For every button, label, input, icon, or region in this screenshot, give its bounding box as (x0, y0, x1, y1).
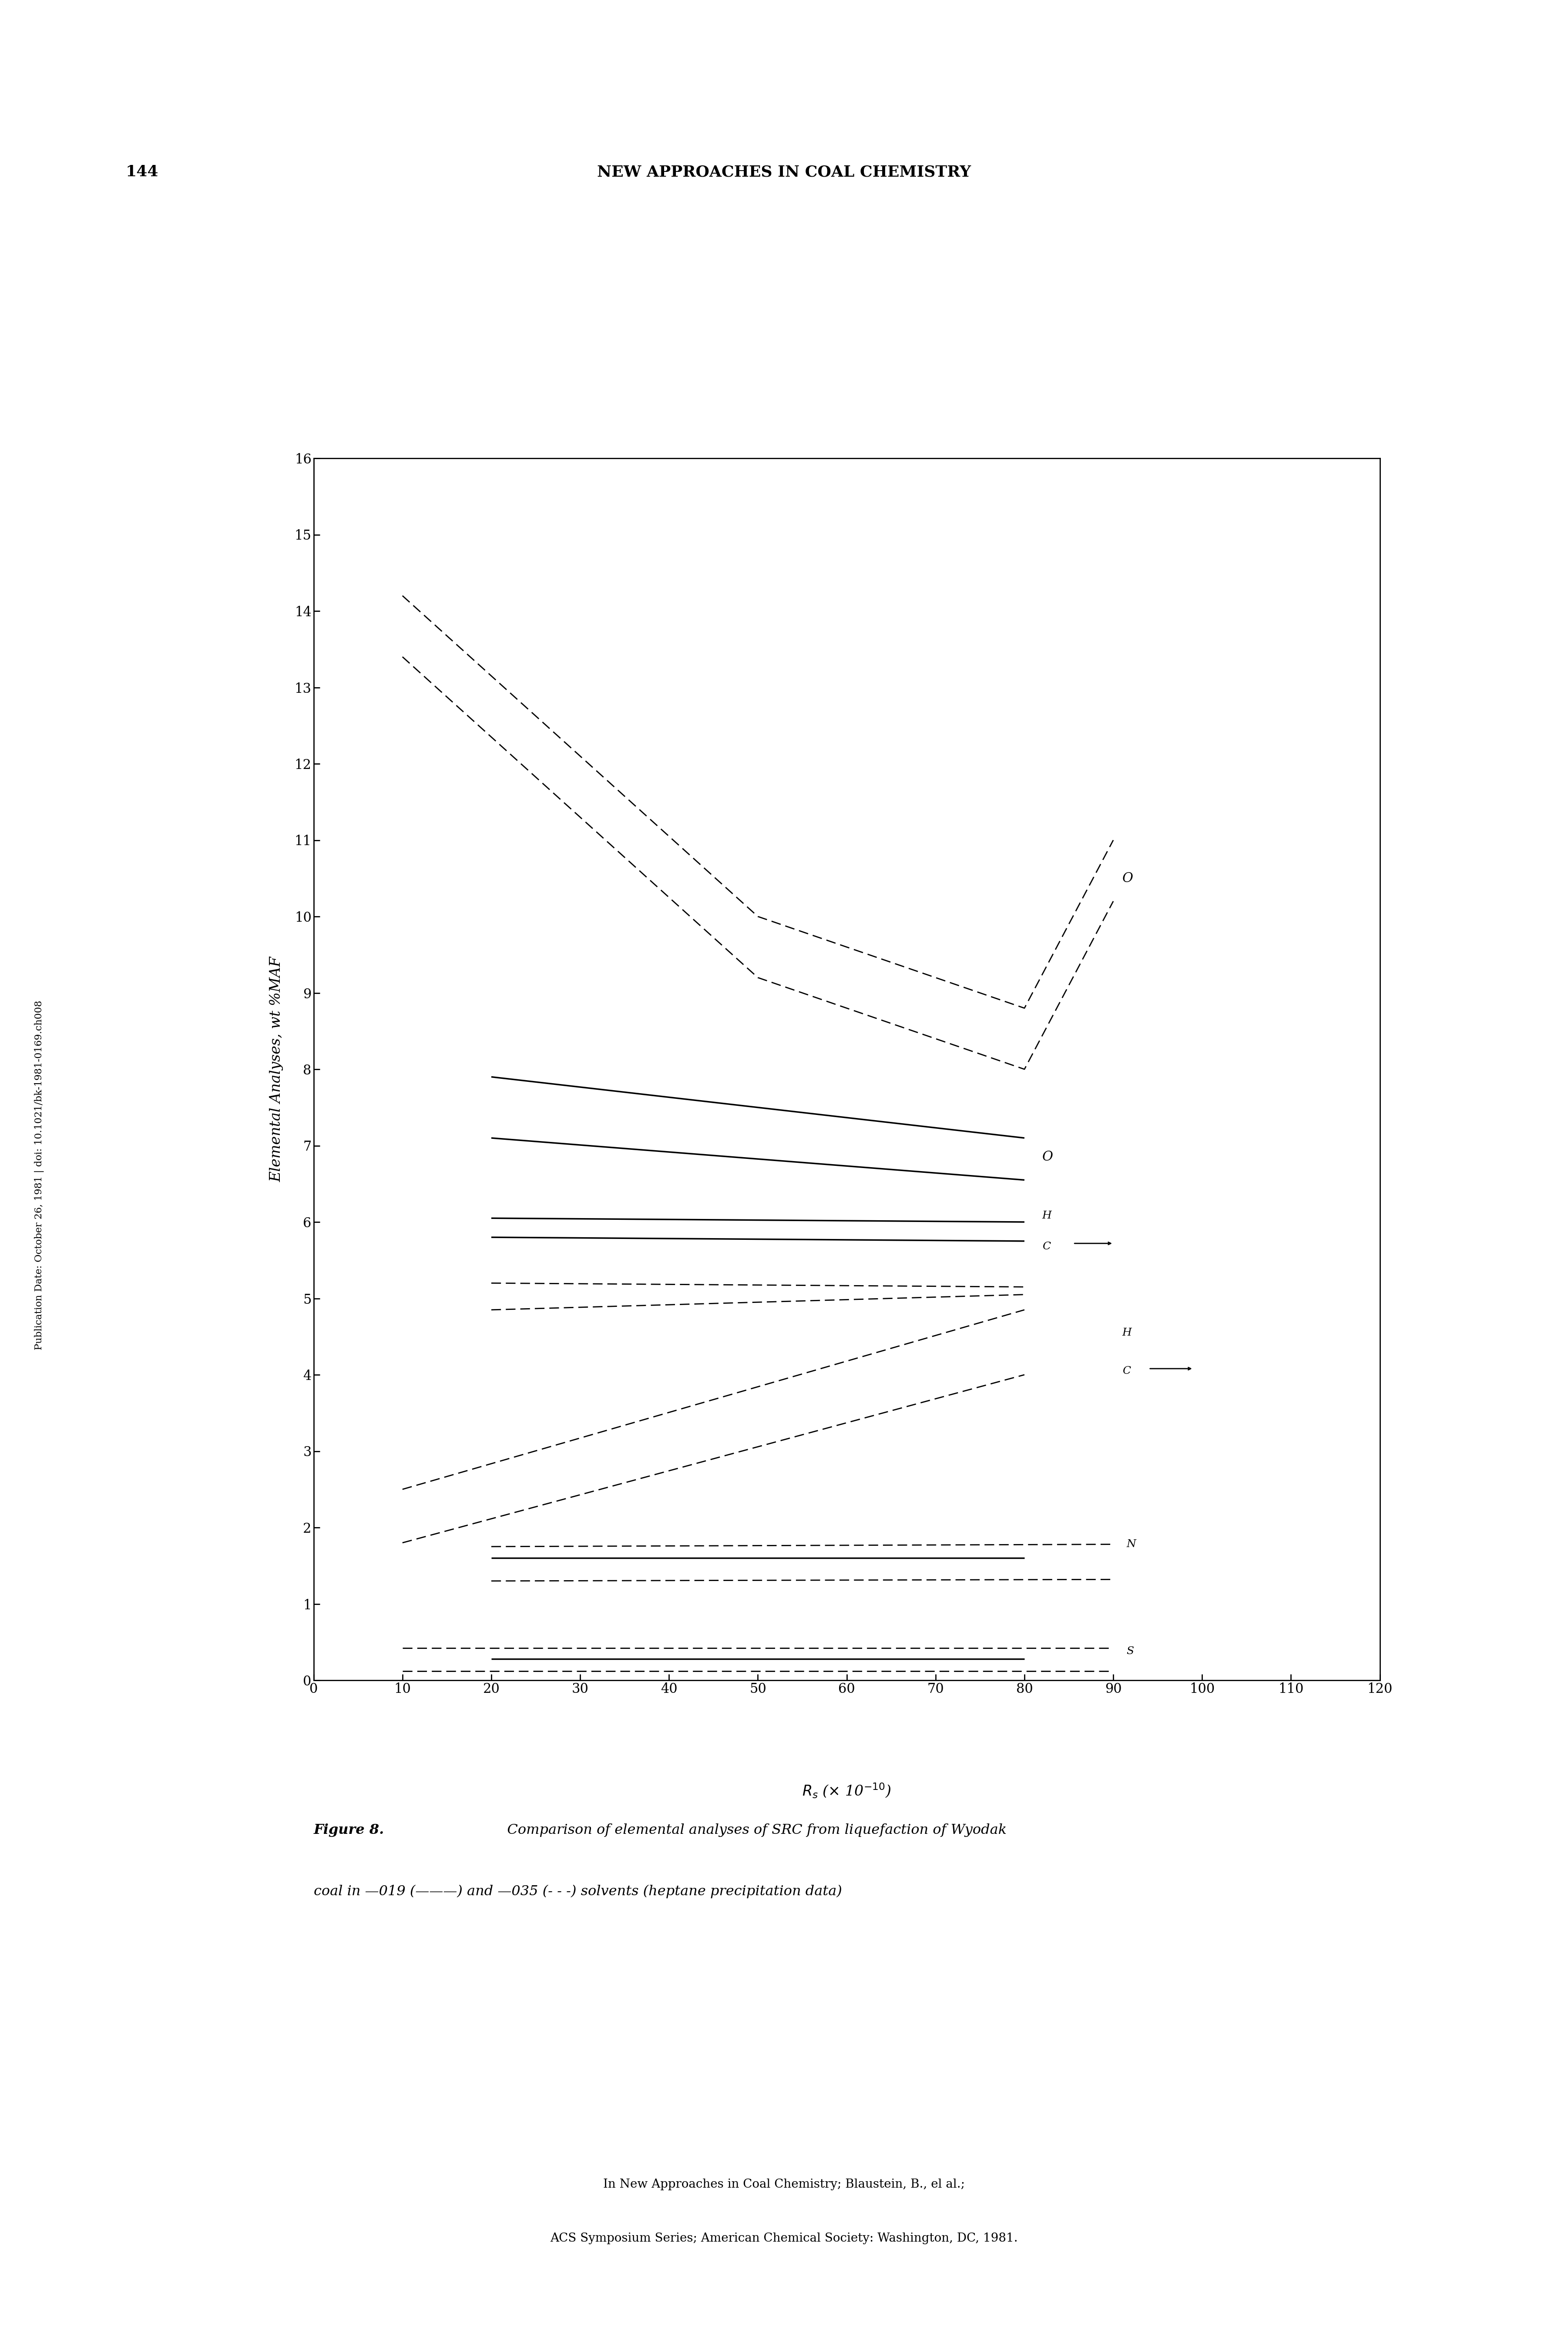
Text: 144: 144 (125, 165, 158, 179)
Text: Comparison of elemental analyses of SRC from liquefaction of Wyodak: Comparison of elemental analyses of SRC … (494, 1824, 1007, 1838)
Text: C: C (1043, 1241, 1051, 1253)
Text: Publication Date: October 26, 1981 | doi: 10.1021/bk-1981-0169.ch008: Publication Date: October 26, 1981 | doi… (34, 1001, 44, 1349)
Text: C: C (1123, 1365, 1131, 1377)
Y-axis label: Elemental Analyses, wt %MAF: Elemental Analyses, wt %MAF (270, 956, 284, 1182)
Text: coal in —019 (———) and —035 (- - -) solvents (heptane precipitation data): coal in —019 (———) and —035 (- - -) solv… (314, 1885, 842, 1899)
Text: S: S (1127, 1647, 1134, 1657)
Text: Figure 8.: Figure 8. (314, 1824, 384, 1838)
Text: In New Approaches in Coal Chemistry; Blaustein, B., el al.;: In New Approaches in Coal Chemistry; Bla… (604, 2178, 964, 2190)
Text: ACS Symposium Series; American Chemical Society: Washington, DC, 1981.: ACS Symposium Series; American Chemical … (550, 2232, 1018, 2244)
Text: $R_s$ ($\times$ 10$^{-10}$): $R_s$ ($\times$ 10$^{-10}$) (803, 1781, 891, 1800)
Text: N: N (1127, 1539, 1137, 1549)
Text: O: O (1123, 872, 1134, 886)
Text: O: O (1043, 1152, 1054, 1163)
Text: H: H (1123, 1328, 1132, 1337)
Text: H: H (1043, 1210, 1052, 1222)
Text: NEW APPROACHES IN COAL CHEMISTRY: NEW APPROACHES IN COAL CHEMISTRY (597, 165, 971, 179)
